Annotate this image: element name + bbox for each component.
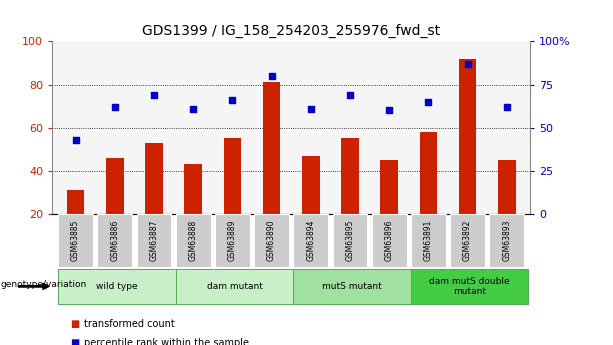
Point <box>306 106 316 111</box>
Bar <box>380 160 398 214</box>
Text: wild type: wild type <box>96 282 138 291</box>
Text: GSM63895: GSM63895 <box>346 220 354 262</box>
Text: GSM63890: GSM63890 <box>267 220 276 262</box>
Point <box>345 92 355 98</box>
Text: transformed count: transformed count <box>84 319 175 329</box>
Text: GSM63893: GSM63893 <box>502 220 511 262</box>
Bar <box>224 138 241 214</box>
Text: GSM63889: GSM63889 <box>228 220 237 261</box>
Bar <box>67 190 85 214</box>
Text: GSM63886: GSM63886 <box>110 220 120 261</box>
Text: ■: ■ <box>70 319 80 329</box>
Bar <box>459 59 476 214</box>
Point <box>110 104 120 110</box>
Text: GSM63896: GSM63896 <box>384 220 394 262</box>
Text: GSM63892: GSM63892 <box>463 220 472 261</box>
Point <box>188 106 198 111</box>
Point <box>149 92 159 98</box>
Bar <box>145 143 163 214</box>
Title: GDS1399 / IG_158_254203_255976_fwd_st: GDS1399 / IG_158_254203_255976_fwd_st <box>142 23 440 38</box>
Bar <box>498 160 516 214</box>
Text: mutS mutant: mutS mutant <box>322 282 382 291</box>
Bar <box>106 158 124 214</box>
Point <box>384 108 394 113</box>
Text: GSM63894: GSM63894 <box>306 220 315 262</box>
Point <box>227 97 237 103</box>
Text: GSM63891: GSM63891 <box>424 220 433 261</box>
Bar <box>341 138 359 214</box>
Text: genotype/variation: genotype/variation <box>1 280 87 289</box>
Point <box>502 104 512 110</box>
Text: percentile rank within the sample: percentile rank within the sample <box>84 338 249 345</box>
Bar <box>263 82 280 214</box>
Point <box>463 61 473 67</box>
Text: GSM63888: GSM63888 <box>189 220 198 261</box>
Text: dam mutS double
mutant: dam mutS double mutant <box>429 277 510 296</box>
Point <box>70 137 80 142</box>
Bar <box>185 164 202 214</box>
Text: GSM63885: GSM63885 <box>71 220 80 261</box>
Bar <box>419 132 437 214</box>
Text: GSM63887: GSM63887 <box>150 220 159 261</box>
Text: ■: ■ <box>70 338 80 345</box>
Text: dam mutant: dam mutant <box>207 282 262 291</box>
Point <box>424 99 433 105</box>
Bar <box>302 156 319 214</box>
Point <box>267 73 276 79</box>
